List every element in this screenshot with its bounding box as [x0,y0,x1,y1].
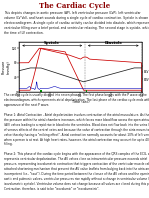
Text: The Cardiac Cycle: The Cardiac Cycle [39,2,110,10]
X-axis label: Time (sec): Time (sec) [72,100,89,104]
Bar [40,90,42,92]
Text: The cardiac cycle is usually divided into seven phases. The first phase begins w: The cardiac cycle is usually divided int… [4,93,149,190]
Text: This depicts changes in aortic pressure (AP), left ventricular pressure (LVP), l: This depicts changes in aortic pressure … [4,11,149,35]
Text: Systole: Systole [44,41,60,45]
Bar [86,90,87,92]
Text: Diastole: Diastole [104,41,122,45]
Y-axis label: Pressure
(mmHg): Pressure (mmHg) [2,60,10,74]
